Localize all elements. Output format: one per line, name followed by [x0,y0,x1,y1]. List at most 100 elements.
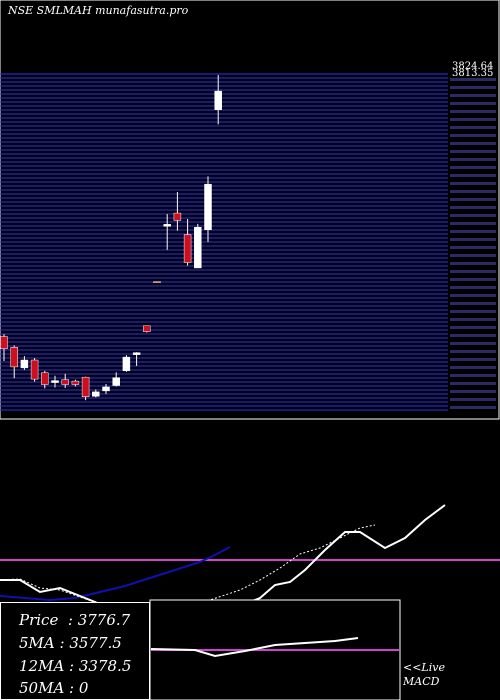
y-tick-filler [450,406,496,409]
candle [183,218,192,266]
candle [0,334,8,362]
candle [61,373,69,388]
y-tick-filler [450,350,496,353]
macd-label: <<Live MACD [403,661,445,689]
ma-line-blue [0,546,231,602]
y-tick-filler [450,294,496,297]
candle-body [194,227,202,269]
candles [0,74,222,401]
candle-body [183,234,192,263]
candle [122,355,131,372]
y-tick-filler [450,158,496,161]
y-tick-label: 3824.64 [452,61,493,72]
y-tick-filler [450,254,496,257]
price-readout: Price : 3776.7 [19,611,131,629]
candle-body [204,183,212,230]
y-tick-filler [450,246,496,249]
y-tick-filler [450,142,496,145]
chart-title: NSE SMLMAH munafasutra.pro [8,4,189,17]
ma5-readout: 5MA : 3577.5 [19,634,122,652]
candle [214,74,222,125]
candle-body [112,377,120,386]
candle [163,214,171,250]
y-tick-filler [450,222,496,225]
y-tick-filler [450,174,496,177]
y-tick-filler [450,270,496,273]
y-tick-filler [450,342,496,345]
y-tick-filler [450,278,496,281]
y-tick-filler [450,334,496,337]
y-tick-filler [450,94,496,97]
price-gridlines [0,73,448,411]
candle-body [153,281,161,283]
candle-body [10,347,18,368]
y-tick-filler [450,126,496,129]
y-tick-filler [450,238,496,241]
candle-body [102,386,110,392]
y-tick-filler [450,198,496,201]
candle [112,372,120,387]
y-tick-filler [450,118,496,121]
candle-body [0,336,8,350]
info-box: Price : 3776.7 5MA : 3577.5 12MA : 3378.… [0,602,150,700]
candle-body [30,359,39,380]
candle [102,384,110,394]
y-tick-filler [450,230,496,233]
candle [41,370,49,389]
candle [194,223,202,269]
candle [30,358,39,382]
y-tick-filler [450,286,496,289]
y-tick-filler [450,166,496,169]
y-tick-filler [450,78,496,81]
y-tick-filler [450,358,496,361]
y-tick-filler [450,326,496,329]
candle-body [41,372,49,385]
candle-body [20,359,29,369]
candle [132,352,141,366]
candle [71,379,80,387]
candle [153,281,161,283]
macd-title: MACD [403,675,440,688]
candle [10,345,18,379]
y-tick-filler [450,190,496,193]
candle [20,356,29,370]
y-tick-filler [450,150,496,153]
candle-body [163,224,171,227]
y-tick-filler [450,310,496,313]
candle-body [173,212,182,221]
candle-body [214,90,222,110]
candle [51,375,59,388]
y-tick-filler [450,318,496,321]
candle-body [61,379,69,385]
macd-line [150,637,359,658]
ma-line-dotted [0,524,376,607]
y-tick-filler [450,382,496,385]
y-tick-filler [450,302,496,305]
y-tick-filler [450,110,496,113]
candle [173,192,182,231]
y-tick-filler [450,102,496,105]
candle [204,176,212,242]
y-tick-filler [450,366,496,369]
candle-body [71,380,80,385]
candle-body [81,376,90,398]
live-label: <<Live [403,661,445,674]
candle-body [51,380,59,383]
price-panel-border [0,0,500,420]
y-tick-filler [450,182,496,185]
candle-body [92,391,100,397]
y-tick-filler [450,214,496,217]
y-tick-filler [450,262,496,265]
candle-body [132,352,141,355]
candle-body [143,325,151,332]
candle-body [122,356,131,372]
y-tick-filler [450,86,496,89]
y-tick-filler [450,134,496,137]
ma12-readout: 12MA : 3378.5 [19,657,132,675]
candle [81,376,90,401]
candle [143,325,151,333]
y-tick-filler [450,206,496,209]
y-tick-label: 3813.35 [452,68,493,79]
